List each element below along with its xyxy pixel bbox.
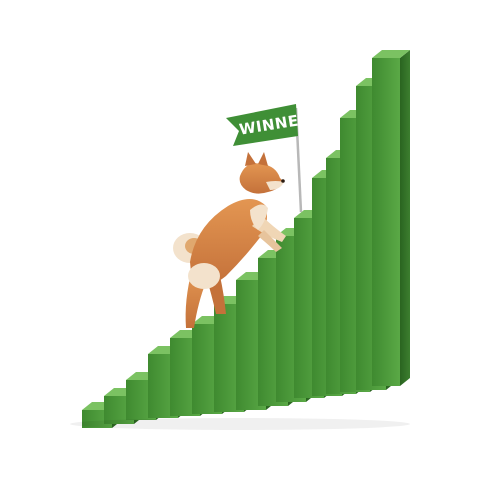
dog-nose (281, 179, 285, 183)
dog-ear-left (245, 152, 256, 166)
shiba-dog (173, 152, 286, 328)
stair-bar (372, 50, 410, 386)
dog-muzzle (266, 181, 284, 190)
ground-shadow (70, 418, 410, 430)
flag-banner (226, 104, 298, 146)
winner-flag: WINNER (226, 104, 312, 213)
stair-bar-top (372, 50, 410, 58)
green-bar-staircase (82, 50, 410, 428)
stair-bar-front (372, 58, 400, 386)
dog-head (239, 163, 284, 194)
stair-bar-side (400, 50, 410, 386)
dog-chest (250, 204, 268, 230)
dog-ear-right (258, 152, 268, 166)
dog-rump (188, 263, 220, 289)
dog-front-leg-2 (258, 230, 282, 252)
